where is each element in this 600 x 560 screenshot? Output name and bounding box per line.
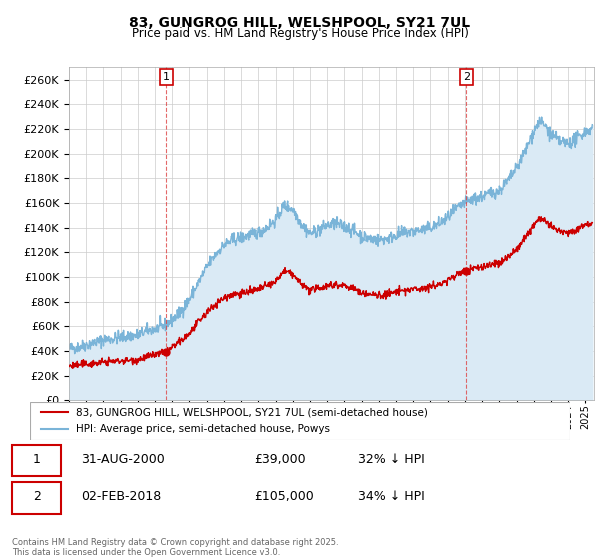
Text: £39,000: £39,000: [254, 452, 305, 465]
Text: 31-AUG-2000: 31-AUG-2000: [81, 452, 165, 465]
Text: 83, GUNGROG HILL, WELSHPOOL, SY21 7UL: 83, GUNGROG HILL, WELSHPOOL, SY21 7UL: [130, 16, 470, 30]
Text: 34% ↓ HPI: 34% ↓ HPI: [358, 491, 424, 503]
Text: Contains HM Land Registry data © Crown copyright and database right 2025.
This d: Contains HM Land Registry data © Crown c…: [12, 538, 338, 557]
Text: HPI: Average price, semi-detached house, Powys: HPI: Average price, semi-detached house,…: [76, 424, 330, 434]
Text: 32% ↓ HPI: 32% ↓ HPI: [358, 452, 424, 465]
Text: 2: 2: [463, 72, 470, 82]
Text: 1: 1: [163, 72, 170, 82]
FancyBboxPatch shape: [12, 483, 61, 514]
Text: 1: 1: [33, 452, 41, 465]
FancyBboxPatch shape: [12, 445, 61, 477]
Text: £105,000: £105,000: [254, 491, 314, 503]
Text: 2: 2: [33, 491, 41, 503]
FancyBboxPatch shape: [30, 402, 570, 440]
Text: Price paid vs. HM Land Registry's House Price Index (HPI): Price paid vs. HM Land Registry's House …: [131, 27, 469, 40]
Text: 02-FEB-2018: 02-FEB-2018: [81, 491, 161, 503]
Text: 83, GUNGROG HILL, WELSHPOOL, SY21 7UL (semi-detached house): 83, GUNGROG HILL, WELSHPOOL, SY21 7UL (s…: [76, 407, 428, 417]
